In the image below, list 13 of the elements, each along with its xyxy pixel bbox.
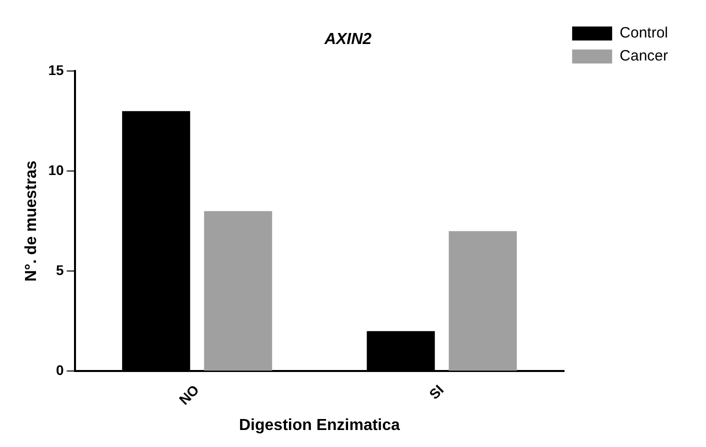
- x-tick-label: NO: [176, 381, 202, 408]
- legend-label: Cancer: [620, 48, 668, 65]
- y-axis-title: N°. de muestras: [23, 160, 40, 282]
- legend-label: Control: [620, 24, 668, 42]
- x-tick-label: SI: [426, 382, 447, 402]
- y-tick-label: 0: [56, 362, 64, 378]
- y-tick-label: 15: [48, 62, 64, 78]
- bar: [448, 231, 517, 371]
- chart-title: AXIN2: [323, 31, 372, 48]
- y-tick-label: 10: [48, 162, 64, 178]
- y-tick-label: 5: [56, 262, 64, 278]
- x-axis-title: Digestion Enzimatica: [239, 416, 400, 434]
- bar: [204, 211, 272, 371]
